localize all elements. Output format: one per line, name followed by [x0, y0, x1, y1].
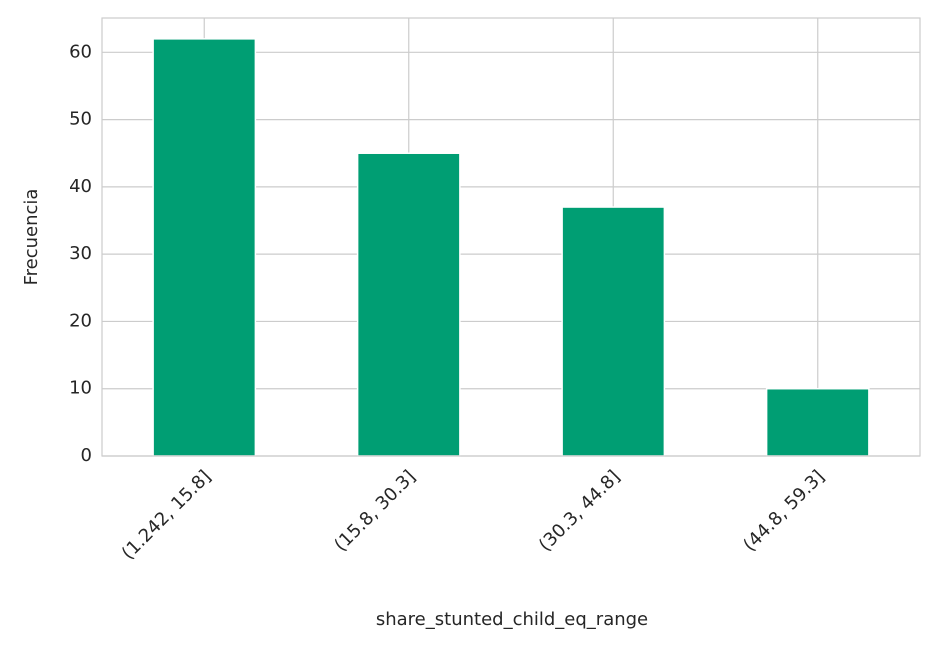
- bar: [152, 38, 257, 457]
- y-tick-label: 10: [69, 378, 92, 399]
- x-tick-label: (44.8, 59.3]: [739, 466, 829, 556]
- y-tick-label: 30: [69, 243, 92, 264]
- y-tick-label: 50: [69, 109, 92, 130]
- y-axis-label: Frecuencia: [21, 189, 42, 286]
- x-axis-label: share_stunted_child_eq_range: [376, 609, 648, 630]
- x-tick-label: (1.242, 15.8]: [118, 466, 216, 564]
- bar: [561, 206, 666, 457]
- x-tick-label: (15.8, 30.3]: [330, 466, 420, 556]
- x-tick-label: (30.3, 44.8]: [535, 466, 625, 556]
- y-tick-label: 60: [69, 41, 92, 62]
- bar: [765, 387, 870, 457]
- bar: [356, 152, 461, 457]
- y-tick-label: 0: [81, 445, 92, 466]
- y-tick-label: 20: [69, 310, 92, 331]
- plot-frame: [101, 17, 921, 457]
- y-tick-label: 40: [69, 176, 92, 197]
